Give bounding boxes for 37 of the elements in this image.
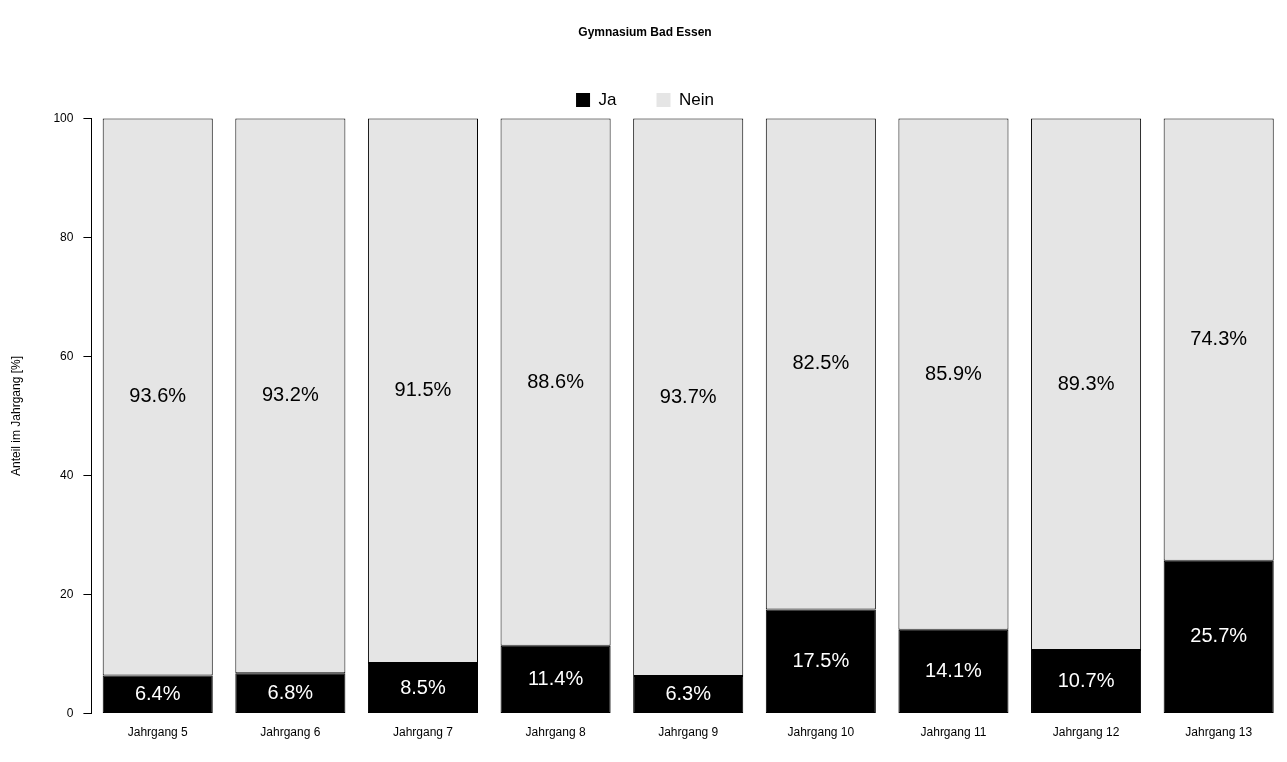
x-tick-label: Jahrgang 7 <box>392 725 454 740</box>
data-label: 17.5% <box>792 648 850 671</box>
data-label: 6.4% <box>134 681 181 704</box>
x-tick-label: Jahrgang 10 <box>787 725 855 740</box>
y-tick-label: 20 <box>60 586 74 601</box>
data-label: 10.7% <box>1057 669 1115 692</box>
x-tick-label: Jahrgang 6 <box>260 725 321 740</box>
data-label: 11.4% <box>527 666 584 689</box>
data-label: 91.5% <box>394 378 452 401</box>
data-label: 93.2% <box>261 383 319 406</box>
data-label: 74.3% <box>1190 327 1248 350</box>
data-label: 25.7% <box>1190 624 1248 647</box>
x-tick-label: Jahrgang 13 <box>1185 725 1253 740</box>
x-tick-label: Jahrgang 9 <box>658 725 719 740</box>
data-label: 6.3% <box>665 682 712 705</box>
y-axis-title: Anteil im Jahrgang [%] <box>8 355 23 477</box>
y-tick-label: 80 <box>60 229 74 244</box>
y-tick-label: 60 <box>60 348 74 363</box>
data-label: 85.9% <box>925 361 983 384</box>
data-label: 82.5% <box>792 351 850 374</box>
y-tick-label: 100 <box>53 110 74 125</box>
data-label: 14.1% <box>925 658 983 681</box>
y-tick-label: 0 <box>66 705 74 720</box>
x-tick-label: Jahrgang 12 <box>1052 725 1120 740</box>
data-label: 8.5% <box>400 675 446 698</box>
x-tick-label: Jahrgang 8 <box>525 725 586 740</box>
legend-label: Nein <box>679 89 714 109</box>
data-label: 93.6% <box>129 384 187 407</box>
data-label: 6.8% <box>267 680 314 703</box>
x-tick-label: Jahrgang 5 <box>127 725 189 740</box>
data-label: 88.6% <box>527 369 585 392</box>
data-label: 89.3% <box>1057 371 1115 394</box>
data-label: 93.7% <box>659 384 717 407</box>
x-tick-label: Jahrgang 11 <box>920 725 987 740</box>
y-tick-label: 40 <box>60 467 74 482</box>
chart-title: Gymnasium Bad Essen <box>578 24 712 39</box>
legend-label: Ja <box>598 89 618 109</box>
